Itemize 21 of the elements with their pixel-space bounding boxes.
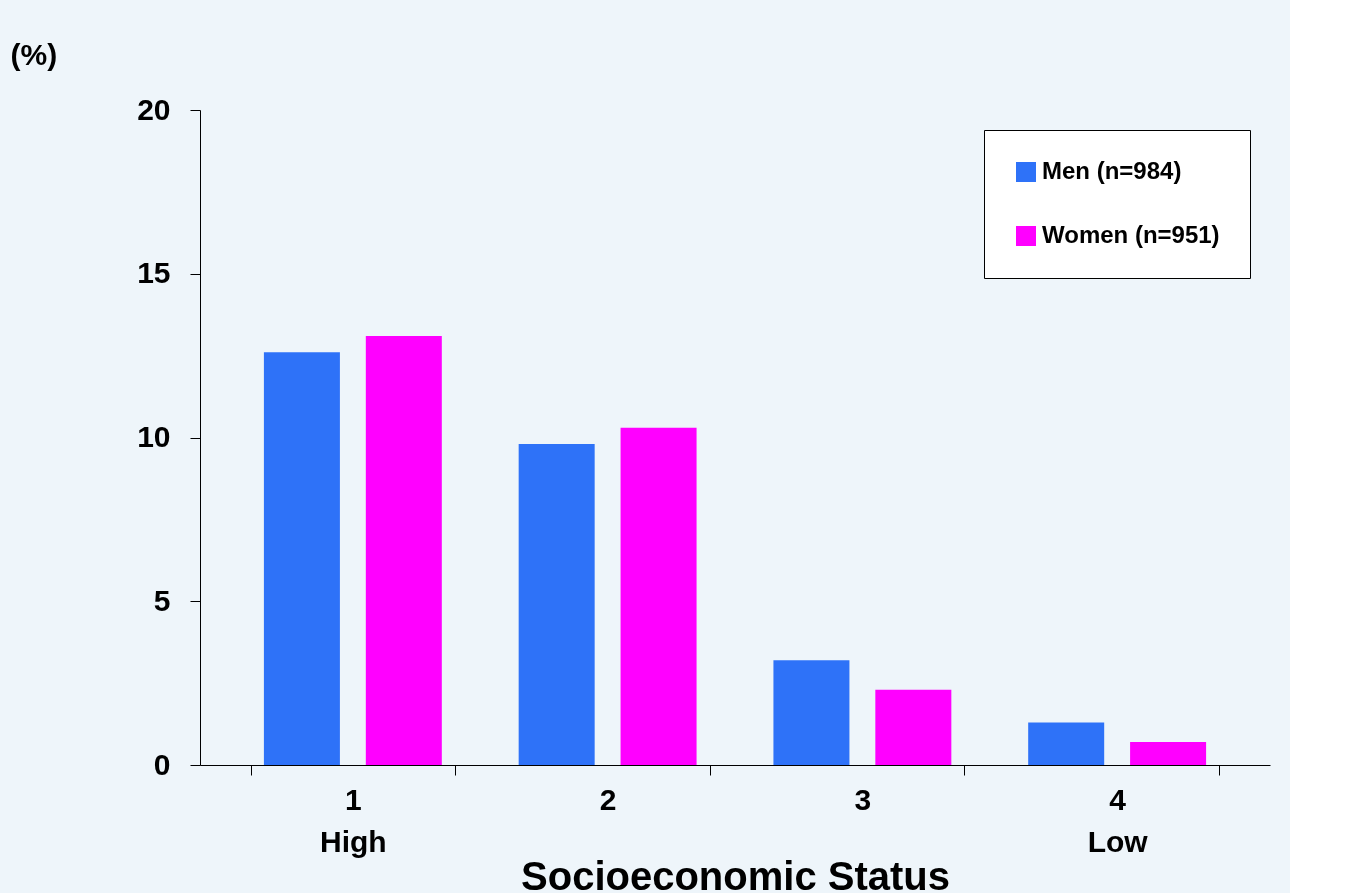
bar <box>1130 742 1207 765</box>
legend-label: Women (n=951) <box>1042 221 1220 248</box>
y-axis-title: (%) <box>10 37 58 71</box>
bar <box>518 444 595 765</box>
y-tick-label: 10 <box>137 420 171 453</box>
x-axis-title: Socioeconomic Status <box>521 853 950 893</box>
y-tick-label: 5 <box>153 583 171 617</box>
bar <box>263 352 340 765</box>
x-tick-label: 4 Low <box>1087 782 1149 858</box>
y-tick-label: 0 <box>153 747 171 781</box>
x-tick-label: 3 <box>854 782 872 816</box>
y-tick-label: 20 <box>137 92 171 126</box>
y-tick-label: 15 <box>137 256 171 290</box>
legend-label: Men (n=984) <box>1042 157 1182 184</box>
bar <box>875 689 952 765</box>
x-tick-label: 2 <box>599 782 617 816</box>
x-tick-label: 1 High <box>320 782 387 858</box>
bar <box>1028 722 1105 765</box>
bar <box>620 427 697 765</box>
bar <box>365 335 442 765</box>
bar <box>773 660 850 765</box>
